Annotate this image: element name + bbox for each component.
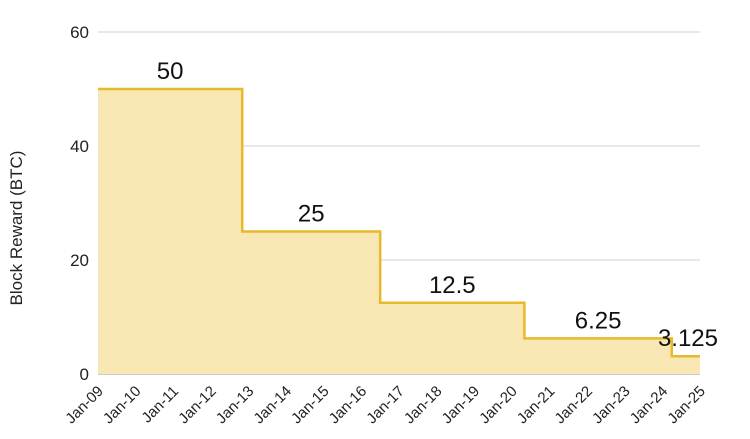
- x-tick-label-Jan-09: Jan-09: [62, 383, 106, 427]
- x-tick-label-Jan-17: Jan-17: [363, 383, 407, 427]
- y-axis-ticks: 0 20 40 60: [70, 23, 89, 384]
- x-tick-label-Jan-11: Jan-11: [138, 383, 182, 427]
- data-labels: 50 25 12.5 6.25 3.125: [157, 58, 718, 352]
- x-tick-label-Jan-16: Jan-16: [326, 383, 370, 427]
- x-tick-label-Jan-12: Jan-12: [175, 383, 219, 427]
- y-tick-label-60: 60: [70, 23, 89, 42]
- x-tick-label-Jan-14: Jan-14: [250, 383, 294, 427]
- x-tick-label-Jan-24: Jan-24: [627, 383, 671, 427]
- data-label-3.125: 3.125: [658, 325, 718, 352]
- step-line: [98, 87, 700, 358]
- data-label-12.5: 12.5: [429, 272, 476, 299]
- y-tick-label-0: 0: [80, 365, 89, 384]
- y-tick-label-20: 20: [70, 251, 89, 270]
- data-label-6.25: 6.25: [575, 307, 622, 334]
- x-tick-label-Jan-19: Jan-19: [439, 383, 483, 427]
- x-tick-label-Jan-10: Jan-10: [100, 383, 144, 427]
- x-tick-label-Jan-22: Jan-22: [551, 383, 595, 427]
- x-tick-label-Jan-25: Jan-25: [664, 383, 708, 427]
- step-area: [98, 87, 700, 374]
- x-tick-label-Jan-13: Jan-13: [213, 383, 257, 427]
- x-tick-label-Jan-18: Jan-18: [401, 383, 445, 427]
- x-tick-label-Jan-23: Jan-23: [589, 383, 633, 427]
- x-tick-label-Jan-21: Jan-21: [514, 383, 558, 427]
- data-label-50: 50: [157, 58, 184, 85]
- x-tick-label-Jan-20: Jan-20: [476, 383, 520, 427]
- data-label-25: 25: [298, 201, 325, 228]
- x-tick-label-Jan-15: Jan-15: [288, 383, 332, 427]
- x-axis-ticks: Jan-09Jan-10Jan-11Jan-12Jan-13Jan-14Jan-…: [62, 383, 708, 427]
- y-tick-label-40: 40: [70, 137, 89, 156]
- y-axis-title: Block Reward (BTC): [7, 151, 26, 306]
- area-fill: [98, 89, 700, 374]
